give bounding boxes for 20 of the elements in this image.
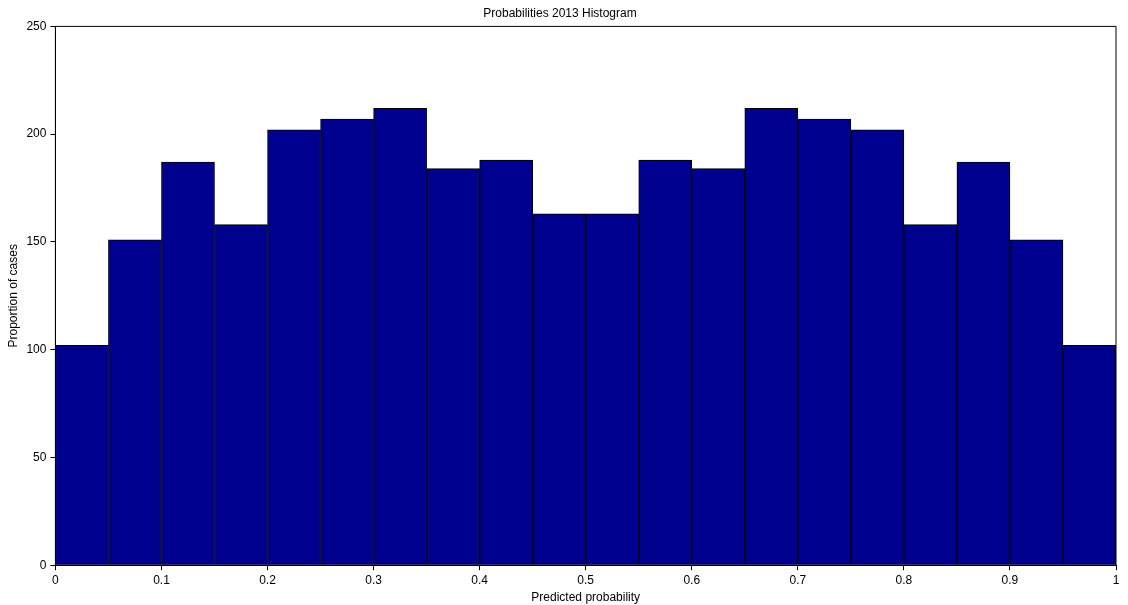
x-tick-label: 1 [1112,572,1120,587]
x-tick-label: 0.6 [683,572,701,587]
x-tick-label: 0.4 [471,572,489,587]
y-tick-label: 250 [26,18,47,33]
y-tick-label: 100 [26,341,47,356]
y-tick-label: 0 [39,557,47,572]
y-axis-title: Proportion of cases [5,244,20,348]
x-tick-label: 0.7 [789,572,807,587]
y-tick-label: 200 [26,126,47,141]
x-tick-label: 0.3 [365,572,383,587]
x-tick-label: 0.5 [577,572,595,587]
y-tick-label: 150 [26,234,47,249]
x-axis-title: Predicted probability [531,590,641,605]
x-tick-label: 0.1 [153,572,171,587]
y-tick-label: 50 [33,449,47,464]
x-tick-label: 0.8 [895,572,913,587]
x-tick-label: 0 [52,572,60,587]
x-tick-label: 0.2 [259,572,277,587]
chart-title: Probabilities 2013 Histogram [483,5,637,20]
x-tick-label: 0.9 [1001,572,1019,587]
